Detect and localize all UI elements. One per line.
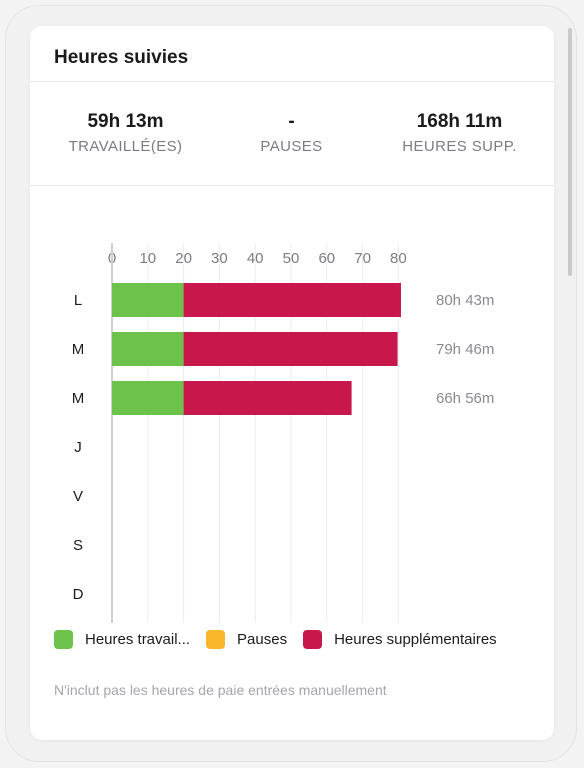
x-tick-label: 30: [211, 250, 228, 267]
stat-worked-label: TRAVAILLÉ(ES): [68, 138, 183, 155]
summary-divider: [30, 185, 554, 186]
bar-segment: [183, 283, 401, 317]
bar-segment: [112, 381, 184, 415]
bar-segment: [112, 332, 184, 366]
stat-overtime-label: HEURES SUPP.: [402, 138, 517, 155]
stat-breaks: - PAUSES: [204, 110, 379, 157]
x-tick-label: 20: [175, 250, 192, 267]
bar-total-label: 80h 43m: [436, 292, 494, 309]
stat-overtime: 168h 11m HEURES SUPP.: [372, 110, 547, 157]
day-label: D: [73, 586, 84, 603]
day-label: L: [74, 292, 82, 309]
stat-worked-value: 59h 13m: [87, 111, 164, 132]
card-title: Heures suivies: [54, 47, 189, 68]
legend-label-worked: Heures travail...: [85, 631, 191, 648]
stat-breaks-value: -: [288, 111, 295, 132]
legend-label-breaks: Pauses: [237, 631, 288, 648]
legend-label-overtime: Heures supplémentaires: [334, 631, 497, 648]
bar-segment: [183, 332, 398, 366]
bar-segment: [112, 283, 184, 317]
day-label: M: [72, 390, 85, 407]
legend-item-worked[interactable]: Heures travail...: [54, 630, 190, 649]
bar-segment: [183, 381, 352, 415]
day-label: M: [72, 341, 85, 358]
footnote: N'inclut pas les heures de paie entrées …: [54, 682, 387, 698]
x-tick-label: 10: [139, 250, 156, 267]
legend-swatch-breaks: [206, 630, 226, 649]
x-tick-label: 40: [247, 250, 264, 267]
day-label: V: [73, 488, 83, 505]
x-tick-label: 80: [390, 250, 407, 267]
x-tick-label: 60: [318, 250, 335, 267]
chart-legend: Heures travail... Pauses Heures suppléme…: [54, 630, 513, 649]
legend-item-breaks[interactable]: Pauses: [206, 630, 287, 649]
legend-swatch-overtime: [303, 630, 323, 649]
stat-overtime-value: 168h 11m: [416, 111, 503, 132]
legend-item-overtime[interactable]: Heures supplémentaires: [303, 630, 497, 649]
day-label: J: [74, 439, 82, 456]
bar-total-label: 79h 46m: [436, 341, 494, 358]
tracked-hours-card: Heures suivies 59h 13m TRAVAILLÉ(ES) - P…: [30, 26, 554, 740]
x-tick-label: 70: [354, 250, 371, 267]
stat-worked: 59h 13m TRAVAILLÉ(ES): [38, 110, 213, 157]
header-divider: [30, 81, 554, 82]
stat-breaks-label: PAUSES: [260, 138, 323, 155]
bar-total-label: 66h 56m: [436, 390, 494, 407]
day-label: S: [73, 537, 83, 554]
x-tick-label: 50: [283, 250, 300, 267]
scrollbar[interactable]: [568, 28, 572, 276]
legend-swatch-worked: [54, 630, 73, 649]
